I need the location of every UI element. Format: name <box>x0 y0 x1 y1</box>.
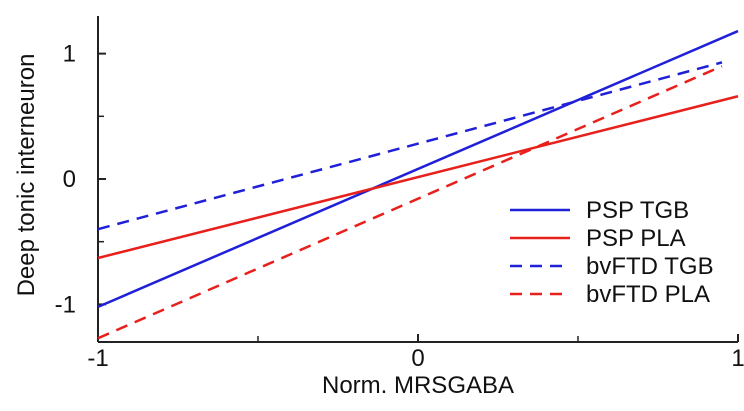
legend-label: PSP TGB <box>586 197 689 224</box>
legend-label: bvFTD PLA <box>586 281 710 308</box>
x-tick-label: 0 <box>411 345 424 372</box>
series-layer <box>97 29 739 340</box>
legend-label: bvFTD TGB <box>586 253 714 280</box>
axes: -1 0 1 -1 0 1 <box>55 16 744 372</box>
y-tick-label: -1 <box>55 291 76 318</box>
x-tick-label: 1 <box>731 345 744 372</box>
x-tick-label: -1 <box>87 345 108 372</box>
y-axis-title: Deep tonic interneuron <box>13 54 40 297</box>
series-line-3 <box>97 61 723 231</box>
y-tick-label: 1 <box>63 41 76 68</box>
legend-label: PSP PLA <box>586 225 686 252</box>
series-line-1 <box>97 29 739 309</box>
y-tick-label: 0 <box>63 166 76 193</box>
series-line-2 <box>97 95 739 260</box>
series-line-4 <box>97 65 723 340</box>
x-axis-title: Norm. MRSGABA <box>322 372 514 399</box>
